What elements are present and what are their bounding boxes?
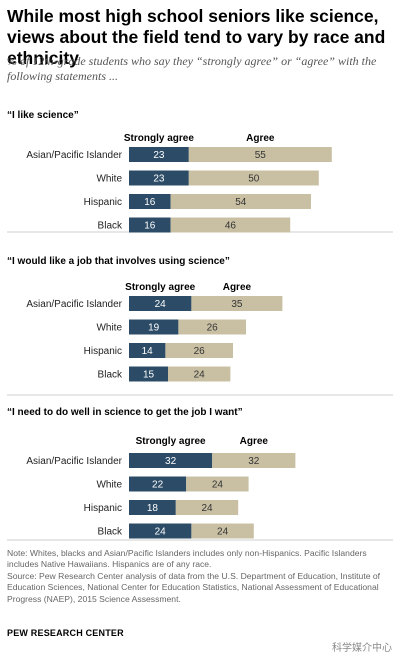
bar-strongly-agree xyxy=(129,194,171,209)
data-label-strongly-agree: 15 xyxy=(143,370,155,381)
bar-strongly-agree xyxy=(129,147,189,162)
data-label-strongly-agree: 19 xyxy=(148,323,160,334)
data-label-agree: 55 xyxy=(255,150,267,161)
watermark: 科学媒介中心 xyxy=(332,643,392,654)
bar-strongly-agree xyxy=(129,217,171,233)
legend-label-agree: Agree xyxy=(223,282,252,293)
chart-note: Note: Whites, blacks and Asian/Pacific I… xyxy=(7,548,381,604)
legend-label-strongly-agree: Strongly agree xyxy=(124,133,194,144)
bar-strongly-agree xyxy=(129,296,192,311)
data-label-agree: 46 xyxy=(225,221,237,232)
data-label-strongly-agree: 18 xyxy=(147,503,159,514)
data-label-agree: 26 xyxy=(207,323,219,334)
bar-agree xyxy=(170,217,291,233)
source-label: PEW RESEARCH CENTER xyxy=(7,628,124,638)
data-label-agree: 35 xyxy=(231,299,243,310)
category-label: Hispanic xyxy=(84,503,122,514)
bar-agree xyxy=(168,366,231,382)
bar-strongly-agree xyxy=(129,343,166,358)
chart-subtitle: % of 12th-grade students who say they “s… xyxy=(7,54,377,83)
data-label-agree: 32 xyxy=(248,456,260,467)
bar-agree xyxy=(188,170,319,186)
data-label-strongly-agree: 22 xyxy=(152,480,164,491)
category-label: Asian/Pacific Islander xyxy=(26,456,122,467)
data-label-agree: 54 xyxy=(235,197,247,208)
bar-agree xyxy=(165,343,233,358)
data-label-agree: 24 xyxy=(201,503,213,514)
data-label-strongly-agree: 32 xyxy=(165,456,177,467)
bar-strongly-agree xyxy=(129,170,189,186)
category-label: Black xyxy=(98,527,123,538)
data-label-strongly-agree: 14 xyxy=(142,346,154,357)
data-label-strongly-agree: 16 xyxy=(144,221,156,232)
panel-title: “I like science” xyxy=(7,110,79,121)
data-label-agree: 24 xyxy=(212,480,224,491)
category-label: Hispanic xyxy=(84,197,122,208)
data-label-agree: 50 xyxy=(248,174,260,185)
data-label-strongly-agree: 16 xyxy=(144,197,156,208)
data-label-strongly-agree: 24 xyxy=(155,527,167,538)
category-label: Asian/Pacific Islander xyxy=(26,150,122,161)
bar-strongly-agree xyxy=(129,366,168,382)
category-label: White xyxy=(96,323,122,334)
category-label: Black xyxy=(98,221,123,232)
data-label-agree: 24 xyxy=(194,370,206,381)
bar-agree xyxy=(188,147,332,162)
category-label: White xyxy=(96,480,122,491)
bar-agree xyxy=(186,476,249,492)
chart-title: While most high school seniors like scie… xyxy=(7,6,386,68)
bar-strongly-agree xyxy=(129,453,213,468)
bar-strongly-agree xyxy=(129,523,192,539)
panel-title: “I would like a job that involves using … xyxy=(7,256,230,267)
legend-label-strongly-agree: Strongly agree xyxy=(136,436,206,447)
panel-title: “I need to do well in science to get the… xyxy=(7,407,243,418)
legend-label-agree: Agree xyxy=(246,133,275,144)
bar-agree xyxy=(178,319,246,335)
data-label-strongly-agree: 23 xyxy=(153,174,165,185)
legend-label-strongly-agree: Strongly agree xyxy=(125,282,195,293)
bar-agree xyxy=(175,500,239,515)
data-label-strongly-agree: 23 xyxy=(153,150,165,161)
bar-agree xyxy=(212,453,296,468)
bar-strongly-agree xyxy=(129,476,187,492)
category-label: Black xyxy=(98,370,123,381)
data-label-agree: 24 xyxy=(217,527,229,538)
bar-agree xyxy=(191,523,254,539)
data-label-agree: 26 xyxy=(194,346,206,357)
legend-label-agree: Agree xyxy=(240,436,269,447)
bar-strongly-agree xyxy=(129,319,179,335)
category-label: Asian/Pacific Islander xyxy=(26,299,122,310)
bar-agree xyxy=(191,296,283,311)
bar-strongly-agree xyxy=(129,500,176,515)
data-label-strongly-agree: 24 xyxy=(155,299,167,310)
category-label: White xyxy=(96,174,122,185)
bar-agree xyxy=(170,194,311,209)
category-label: Hispanic xyxy=(84,346,122,357)
